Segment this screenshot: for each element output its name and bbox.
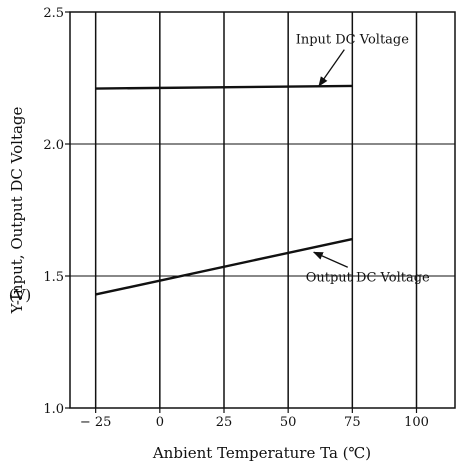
y-tick-label: 2.5 [43, 6, 64, 21]
y-tick-label: 1.5 [43, 270, 64, 285]
output-dc-voltage-label: Output DC Voltage [306, 270, 430, 285]
input-dc-voltage-line [95, 84, 353, 90]
input-dc-voltage-label: Input DC Voltage [296, 33, 410, 48]
annotation-arrow [318, 49, 345, 87]
series-group [95, 84, 353, 296]
x-tick-label: 0 [156, 415, 164, 430]
x-tick-label: 75 [344, 415, 361, 430]
x-tick-label: 25 [216, 415, 233, 430]
y-tick-label: 2.0 [43, 138, 64, 153]
y-axis-unit: (V) [9, 286, 32, 304]
output-dc-voltage-line [95, 237, 353, 296]
grid [65, 11, 455, 413]
annotations: Input DC Voltage Output DC Voltage [296, 33, 430, 286]
plot-frame [69, 11, 456, 409]
x-tick-label: − 25 [80, 415, 112, 430]
x-axis-title: Anbient Temperature Ta (℃) [152, 444, 371, 462]
tick-labels: − 25 0 25 50 75 100 1.0 1.5 2.0 2.5 [43, 6, 429, 430]
x-tick-label: 50 [280, 415, 297, 430]
annotation-arrow [312, 251, 348, 268]
y-axis-title: Y-Input, Output DC Voltage [8, 106, 26, 314]
x-tick-label: 100 [404, 415, 429, 430]
y-tick-label: 1.0 [43, 402, 64, 417]
